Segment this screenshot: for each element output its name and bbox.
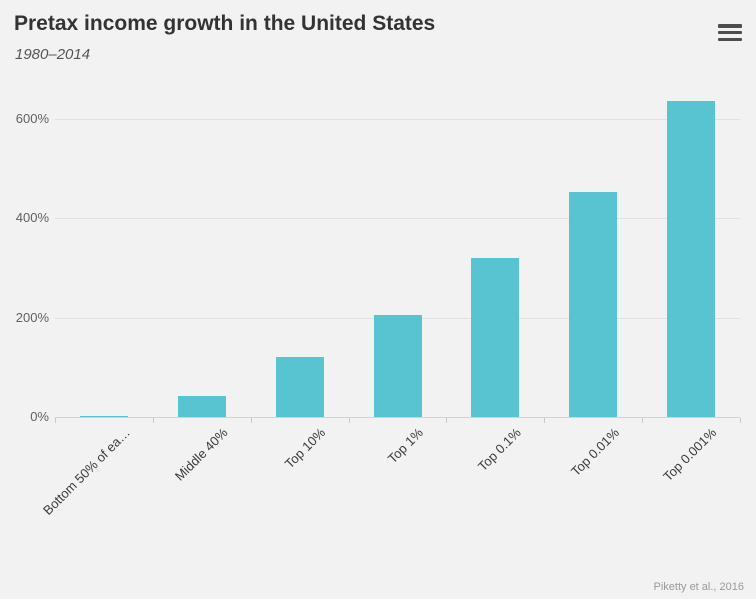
hamburger-line-icon: [718, 24, 742, 28]
chart-title: Pretax income growth in the United State…: [14, 12, 436, 35]
x-axis-tick: [642, 418, 644, 423]
bar-6[interactable]: [569, 192, 618, 417]
hamburger-line-icon: [718, 30, 742, 35]
x-axis-tick: [152, 418, 154, 423]
x-axis-tick: [55, 418, 56, 423]
bar-5[interactable]: [471, 258, 520, 417]
y-axis-label: 600%: [15, 111, 49, 126]
x-axis-label: Top 1%: [384, 425, 427, 467]
bar-2[interactable]: [177, 396, 226, 417]
x-axis-tick: [348, 418, 350, 423]
x-axis-label: Top 0.1%: [475, 425, 524, 474]
y-axis-label: 0%: [30, 409, 49, 424]
gridline: [55, 218, 740, 220]
bar-1[interactable]: [79, 416, 128, 417]
y-axis-label: 200%: [15, 309, 49, 325]
x-axis-label: Top 10%: [281, 425, 329, 472]
chart-subtitle: 1980–2014: [15, 46, 91, 63]
bar-3[interactable]: [275, 357, 324, 417]
hamburger-line-icon: [718, 37, 742, 41]
x-axis-label: Top 0.001%: [660, 425, 720, 485]
x-axis-tick: [446, 418, 448, 423]
bar-4[interactable]: [373, 315, 422, 417]
gridline: [55, 119, 740, 120]
y-axis-label: 400%: [15, 210, 49, 226]
x-axis-label: Top 0.01%: [567, 425, 622, 480]
x-axis-line: [55, 417, 740, 418]
bar-7[interactable]: [667, 101, 716, 417]
x-axis-tick: [740, 418, 741, 423]
credit-text: Piketty et al., 2016: [653, 581, 745, 593]
x-axis-label: Bottom 50% of ea…: [39, 425, 133, 518]
hamburger-icon[interactable]: [718, 24, 742, 41]
x-axis-tick: [544, 418, 546, 423]
x-axis-label: Middle 40%: [171, 425, 231, 484]
x-axis-tick: [250, 418, 252, 423]
